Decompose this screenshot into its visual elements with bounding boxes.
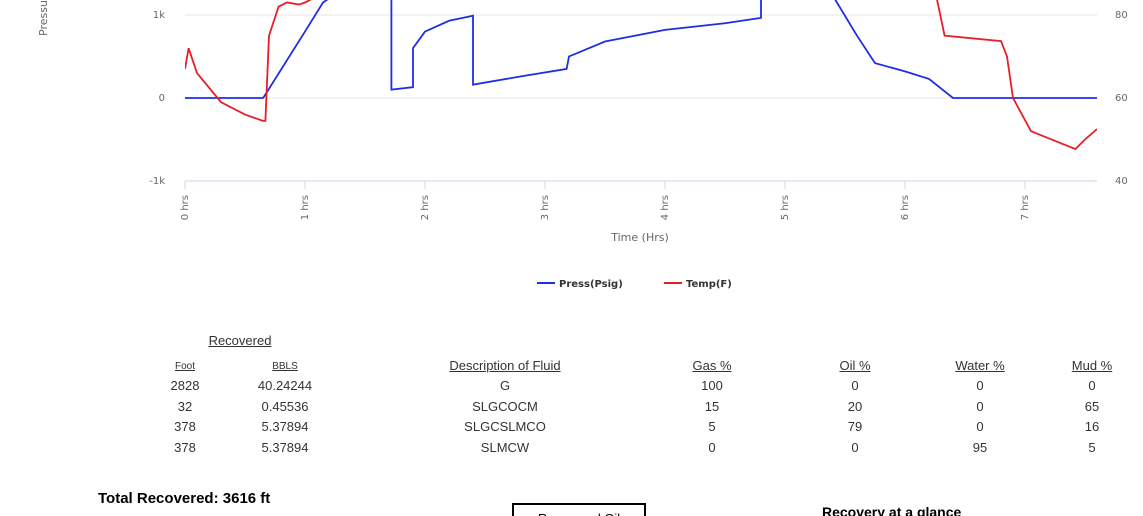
column-header: Mud % <box>1071 358 1113 373</box>
data-line <box>185 0 1097 151</box>
y-axis-title: Pressu <box>37 0 50 36</box>
table-cell: G <box>499 378 511 393</box>
table-cell: 0 <box>976 398 984 414</box>
table-cell: 0 <box>708 439 716 455</box>
table-cell: 16 <box>1084 419 1100 434</box>
group-header: Recovered <box>208 333 272 348</box>
legend-label: Press(Psig) <box>559 279 623 290</box>
table-cell: 0.45536 <box>261 398 309 414</box>
column-header: Description of Fluid <box>449 358 561 373</box>
x-tick-label: 0 hrs <box>180 195 191 220</box>
x-tick-label: 5 hrs <box>780 195 791 220</box>
table-cell: 95 <box>972 439 988 455</box>
table-cell: SLGCOCM <box>472 398 538 414</box>
table-cell: SLMCW <box>480 439 530 455</box>
y2-tick-label: 80 <box>1115 10 1128 21</box>
table-cell: 5.37894 <box>261 419 309 434</box>
y-tick-label: 0 <box>159 93 165 104</box>
plot-area <box>185 0 1097 151</box>
table-cell: 0 <box>1088 378 1096 393</box>
x-tick-label: 1 hrs <box>300 195 311 220</box>
table-cell: 5.37894 <box>261 439 309 455</box>
column-header: Water % <box>955 358 1005 373</box>
x-tick-label: 3 hrs <box>540 195 551 220</box>
x-axis-title: Time (Hrs) <box>610 231 669 244</box>
table-cell: 5 <box>708 419 716 434</box>
table-cell: 378 <box>174 419 196 434</box>
table-cell: 378 <box>174 439 196 455</box>
table-cell: 15 <box>704 398 720 414</box>
glance-title: Recovery at a glance <box>822 504 962 516</box>
column-header: Oil % <box>839 358 871 373</box>
x-tick-label: 7 hrs <box>1020 195 1031 220</box>
chart: Pressu Time (Hrs) -1k 0 1k 40 60 80 0 hrs 1 hrs… <box>37 0 1128 290</box>
table-cell: 20 <box>847 398 863 414</box>
column-header: BBLS <box>272 361 298 372</box>
y2-tick-label: 60 <box>1115 93 1128 104</box>
y-tick-label: 1k <box>153 10 165 21</box>
total-recovered: Total Recovered: 3616 ft <box>98 490 271 507</box>
table-cell: 0 <box>851 439 859 455</box>
table-cell: 0 <box>851 378 859 393</box>
column-header: Foot <box>174 361 196 372</box>
data-line <box>185 0 1097 99</box>
table-cell: SLGCSLMCO <box>464 419 546 434</box>
x-tick-label: 2 hrs <box>420 195 431 220</box>
column-header: Gas % <box>692 358 732 373</box>
table-cell: 100 <box>701 378 723 393</box>
y-tick-label: -1k <box>149 176 165 187</box>
table-cell: 65 <box>1084 398 1100 414</box>
recovered-oil-box: Recovered Oil <box>512 503 646 516</box>
table-cell: 0 <box>976 419 984 434</box>
table-cell: 0 <box>976 378 984 393</box>
x-tick-label: 4 hrs <box>660 195 671 220</box>
x-tick-label: 6 hrs <box>900 195 911 220</box>
table-cell: 40.24244 <box>257 378 313 393</box>
legend-label: Temp(F) <box>686 279 732 290</box>
table-cell: 79 <box>847 419 863 434</box>
table-cell: 2828 <box>170 378 200 393</box>
y2-tick-label: 40 <box>1115 176 1128 187</box>
table-cell: 5 <box>1088 439 1096 455</box>
table-cell: 32 <box>177 398 193 414</box>
